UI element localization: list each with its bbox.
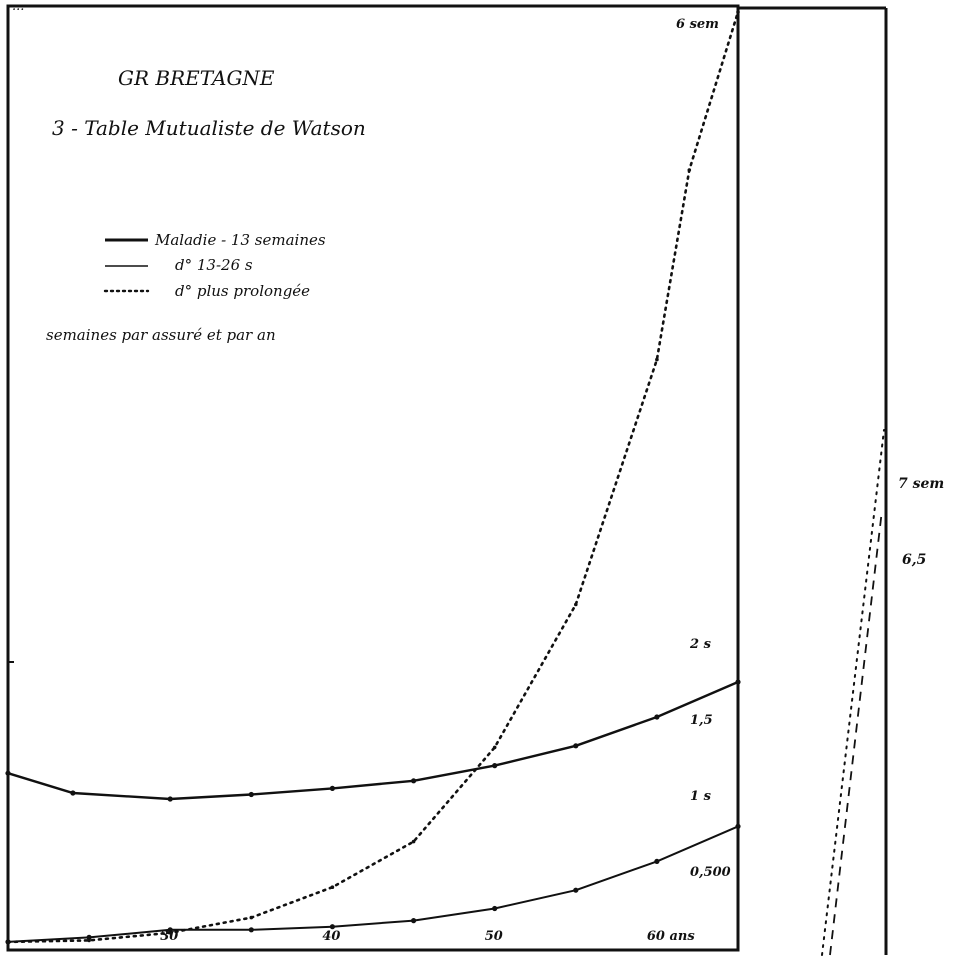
legend: Maladie - 13 semaines d° 13-26 s d° plus… <box>103 231 326 300</box>
legend-label-series-3: d° plus prolongée <box>175 282 310 300</box>
y-tick-label: 0,500 <box>690 865 731 880</box>
series-1-point <box>248 791 254 798</box>
series-1-point <box>5 770 11 776</box>
ticks-layer: 30 40 50 60 ans 6 sem 2 s 1,5 1 s 0,500 7 sem 6,5 <box>160 17 944 944</box>
series-3-point <box>574 602 578 607</box>
legend-label-series-1: Maladie - 13 semaines <box>154 231 326 249</box>
series-1-point <box>329 785 335 792</box>
series-2-point <box>573 887 579 893</box>
series-1-point <box>573 743 579 749</box>
chart-title: GR BRETAGNE <box>118 66 275 90</box>
series-1-point <box>654 714 660 720</box>
series-3-point <box>492 745 497 750</box>
x-tick-label: 40 <box>322 929 340 944</box>
series-3-point <box>6 940 10 944</box>
series-3-point <box>655 357 659 362</box>
series-2-point <box>248 927 254 933</box>
legend-label-series-2: d° 13-26 s <box>175 256 253 274</box>
series-2-point <box>167 927 173 933</box>
series-2-point <box>654 858 660 865</box>
series-line-2 <box>7 825 739 943</box>
series-1-point <box>735 679 741 685</box>
series-3-point <box>687 168 692 172</box>
series-line-3 <box>6 10 740 944</box>
x-tick-label: 30 <box>160 929 178 944</box>
plot-frame <box>6 4 740 952</box>
series-1-point <box>167 796 173 802</box>
series-1-point <box>70 790 76 796</box>
series-3-point <box>249 915 254 920</box>
right-panel-dashed-line <box>829 509 883 956</box>
y-tick-label: 1,5 <box>690 713 713 728</box>
series-2-point <box>492 905 498 912</box>
series-2-point <box>86 934 92 941</box>
right-panel-dotted-line <box>821 429 885 956</box>
series-layer <box>5 10 741 945</box>
series-3-point <box>411 839 416 844</box>
series-1-point <box>411 778 417 784</box>
y-tick-label: 1 s <box>690 789 712 804</box>
y-tick-label: 2 s <box>689 637 712 652</box>
y-axis-label: semaines par assuré et par an <box>46 326 276 344</box>
series-2-point <box>735 823 741 830</box>
series-2-point <box>411 918 417 924</box>
series-1-point <box>492 763 498 769</box>
right-panel-tick-label: 6,5 <box>902 552 926 568</box>
right-panel-tick-label: 7 sem <box>898 476 944 492</box>
series-3-point <box>330 885 335 889</box>
series-line-1 <box>7 680 739 801</box>
y-tick-label: 6 sem <box>676 17 719 32</box>
chart-subtitle: 3 - Table Mutualiste de Watson <box>52 116 366 140</box>
series-3-point <box>736 10 740 14</box>
x-tick-label: 60 ans <box>647 929 695 944</box>
series-3-point <box>87 938 91 943</box>
right-panel-lines <box>821 429 885 956</box>
series-2-point <box>329 924 335 930</box>
series-3-point <box>168 931 172 935</box>
x-tick-label: 50 <box>485 929 503 944</box>
